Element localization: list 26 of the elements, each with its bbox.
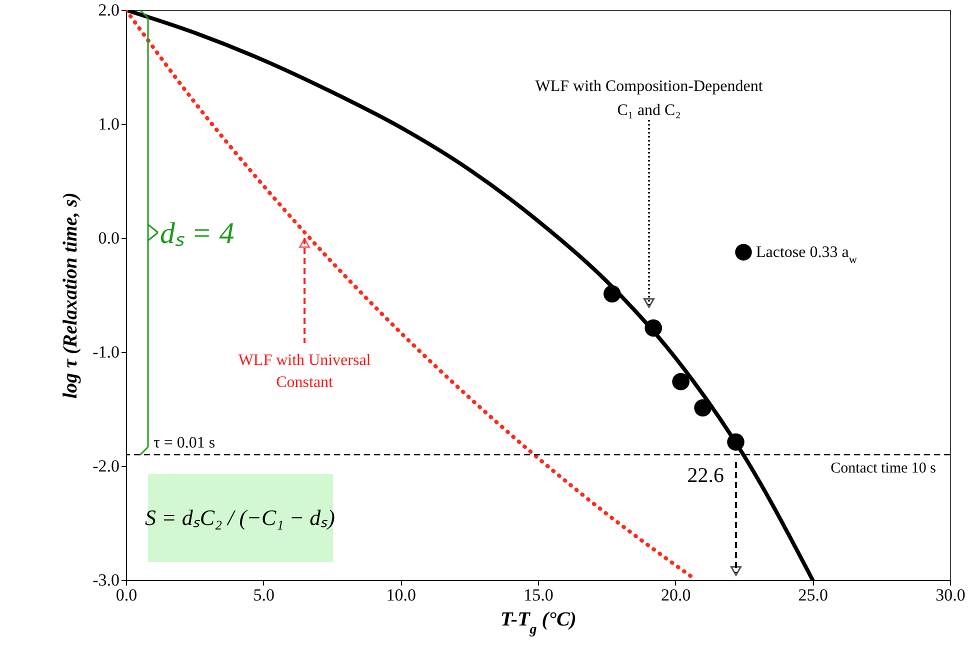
ref-line-label: Contact time 10 s xyxy=(830,460,936,477)
point xyxy=(644,319,662,337)
x-tick-label: 5.0 xyxy=(253,586,274,604)
x-axis-title: T-T$_{g}$ (°C) xyxy=(500,608,576,637)
y-tick-label: -2.0 xyxy=(92,456,120,476)
annotation: τ = 0.01 s xyxy=(153,434,216,452)
x-tick-label: 30.0 xyxy=(936,586,966,604)
x-tick-label: 25.0 xyxy=(798,586,828,604)
y-tick-label: 1.0 xyxy=(98,114,120,134)
x-tick-label: 20.0 xyxy=(660,586,691,604)
annotation: 22.6 xyxy=(687,463,724,487)
y-axis-title: log τ (Relaxation time, s) xyxy=(60,192,82,399)
x-tick-label: 10.0 xyxy=(386,586,416,604)
y-tick-label: 0.0 xyxy=(98,228,120,248)
x-tick-label: 15.0 xyxy=(524,586,554,604)
annotation: S = dₛC₂ / (−C₁ − dₛ) xyxy=(145,505,335,530)
annotation: WLF with Universal Constant xyxy=(238,352,372,391)
y-tick-label: 2.0 xyxy=(98,0,120,20)
annotation: WLF with Composition-Dependent C₁ and C₂ xyxy=(535,78,764,119)
point xyxy=(604,285,621,303)
point xyxy=(672,372,690,390)
point xyxy=(694,399,712,417)
annotation: dₛ = 4 xyxy=(160,217,234,250)
legend-label: Lactose 0.33 a$_{w}$ xyxy=(756,244,858,266)
y-tick-label: -1.0 xyxy=(92,342,120,362)
point xyxy=(727,433,744,451)
